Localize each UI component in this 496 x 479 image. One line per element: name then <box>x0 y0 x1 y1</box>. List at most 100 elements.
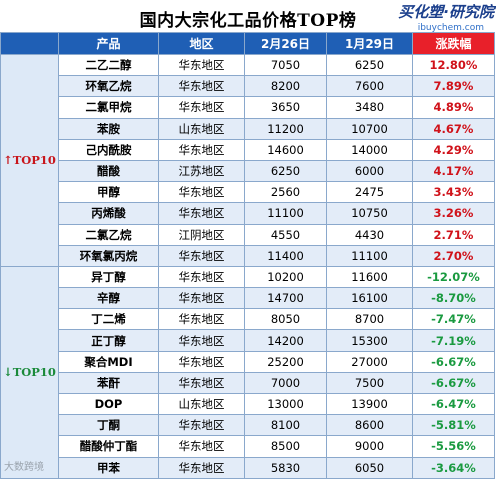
change-cell: -7.47% <box>412 308 495 331</box>
change-cell: -12.07% <box>412 265 495 289</box>
price-feb26-cell: 11200 <box>244 117 327 140</box>
price-jan29-cell: 8600 <box>326 414 413 437</box>
arrow-up-icon: ↑ <box>3 153 13 168</box>
region-cell: 江阴地区 <box>158 223 245 246</box>
group-label-top-gainers: ↑TOP10 <box>0 54 59 267</box>
product-cell: DOP <box>58 392 159 416</box>
group-label-top-losers: ↓TOP10 <box>0 265 59 479</box>
change-cell: 4.89% <box>412 96 495 119</box>
table-row: 丙烯酸 华东地区 11100 10750 3.26% <box>1 202 495 225</box>
change-cell: -6.67% <box>412 371 495 395</box>
brand-logo: 买化塑·研究院 ibuychem.com <box>394 2 494 38</box>
product-cell: 环氧氯丙烷 <box>58 244 159 267</box>
table-row: DOP 山东地区 13000 13900 -6.47% <box>1 392 495 416</box>
change-cell: 2.70% <box>412 244 495 267</box>
group-label-text: TOP10 <box>12 153 56 168</box>
logo-main-text: 买化塑·研究院 <box>398 3 494 21</box>
price-feb26-cell: 10200 <box>244 265 327 289</box>
price-jan29-cell: 10750 <box>326 202 413 225</box>
region-cell: 华东地区 <box>158 265 245 289</box>
table-header-row: 产品 地区 2月26日 1月29日 涨跌幅 <box>0 32 495 55</box>
price-jan29-cell: 7500 <box>326 371 413 395</box>
region-cell: 华东地区 <box>158 53 245 77</box>
change-cell: -8.70% <box>412 287 495 310</box>
change-cell: 3.26% <box>412 202 495 225</box>
price-feb26-cell: 14600 <box>244 138 327 161</box>
price-jan29-cell: 10700 <box>326 117 413 140</box>
price-jan29-cell: 13900 <box>326 392 413 416</box>
product-cell: 苯胺 <box>58 117 159 140</box>
change-cell: -3.64% <box>412 456 495 479</box>
price-jan29-cell: 27000 <box>326 350 413 373</box>
table-row: 正丁醇 华东地区 14200 15300 -7.19% <box>1 329 495 352</box>
price-feb26-cell: 13000 <box>244 392 327 416</box>
change-cell: 12.80% <box>412 53 495 77</box>
table-row: 甲醇 华东地区 2560 2475 3.43% <box>1 181 495 204</box>
change-cell: -5.81% <box>412 414 495 437</box>
product-cell: 异丁醇 <box>58 265 159 289</box>
table-row: 甲苯 华东地区 5830 6050 -3.64% <box>1 456 495 479</box>
price-jan29-cell: 9000 <box>326 435 413 458</box>
table-row: 二氯乙烷 江阴地区 4550 4430 2.71% <box>1 223 495 246</box>
region-cell: 华东地区 <box>158 96 245 119</box>
price-feb26-cell: 14700 <box>244 287 327 310</box>
table-row: 聚合MDI 华东地区 25200 27000 -6.67% <box>1 350 495 373</box>
region-cell: 华东地区 <box>158 435 245 458</box>
region-cell: 江苏地区 <box>158 159 245 183</box>
change-cell: -6.47% <box>412 392 495 416</box>
region-cell: 华东地区 <box>158 414 245 437</box>
price-jan29-cell: 6250 <box>326 53 413 77</box>
product-cell: 醋酸 <box>58 159 159 183</box>
price-jan29-cell: 8700 <box>326 308 413 331</box>
product-cell: 丙烯酸 <box>58 202 159 225</box>
region-cell: 华东地区 <box>158 75 245 98</box>
product-cell: 环氧乙烷 <box>58 75 159 98</box>
product-cell: 苯酐 <box>58 371 159 395</box>
table-row: 环氧乙烷 华东地区 8200 7600 7.89% <box>1 75 495 98</box>
price-feb26-cell: 5830 <box>244 456 327 479</box>
header-product: 产品 <box>58 32 159 55</box>
group-label-text: TOP10 <box>12 365 56 380</box>
table-row: 辛醇 华东地区 14700 16100 -8.70% <box>1 287 495 310</box>
change-cell: -7.19% <box>412 329 495 352</box>
table-row: 环氧氯丙烷 华东地区 11400 11100 2.70% <box>1 244 495 267</box>
logo-sub-text: ibuychem.com <box>417 23 484 33</box>
price-table: 产品 地区 2月26日 1月29日 涨跌幅 ↑TOP10 二乙二醇 华东地区 7050… <box>0 32 495 479</box>
header-change: 涨跌幅 <box>412 32 495 55</box>
table-row: 醋酸 江苏地区 6250 6000 4.17% <box>1 159 495 183</box>
price-feb26-cell: 6250 <box>244 159 327 183</box>
header-blank <box>0 32 59 55</box>
table-row: 二氯甲烷 华东地区 3650 3480 4.89% <box>1 96 495 119</box>
price-jan29-cell: 7600 <box>326 75 413 98</box>
table-row: ↑TOP10 二乙二醇 华东地区 7050 6250 12.80% <box>0 53 495 267</box>
region-cell: 山东地区 <box>158 392 245 416</box>
product-cell: 聚合MDI <box>58 350 159 373</box>
region-cell: 华东地区 <box>158 202 245 225</box>
price-jan29-cell: 11100 <box>326 244 413 267</box>
table-row: 丁二烯 华东地区 8050 8700 -7.47% <box>1 308 495 331</box>
product-cell: 正丁醇 <box>58 329 159 352</box>
product-cell: 己内酰胺 <box>58 138 159 161</box>
product-cell: 辛醇 <box>58 287 159 310</box>
product-cell: 醋酸仲丁酯 <box>58 435 159 458</box>
price-jan29-cell: 6000 <box>326 159 413 183</box>
table-row: 苯酐 华东地区 7000 7500 -6.67% <box>1 371 495 395</box>
region-cell: 华东地区 <box>158 308 245 331</box>
table-row: 己内酰胺 华东地区 14600 14000 4.29% <box>1 138 495 161</box>
change-cell: 2.71% <box>412 223 495 246</box>
price-feb26-cell: 25200 <box>244 350 327 373</box>
watermark: 大数跨境 <box>4 462 44 473</box>
table-row: ↓TOP10 异丁醇 华东地区 10200 11600 -12.07% <box>0 265 495 479</box>
price-jan29-cell: 15300 <box>326 329 413 352</box>
price-feb26-cell: 11100 <box>244 202 327 225</box>
table-row: 丁酮 华东地区 8100 8600 -5.81% <box>1 414 495 437</box>
change-cell: 4.29% <box>412 138 495 161</box>
region-cell: 华东地区 <box>158 287 245 310</box>
price-feb26-cell: 14200 <box>244 329 327 352</box>
region-cell: 华东地区 <box>158 138 245 161</box>
price-jan29-cell: 3480 <box>326 96 413 119</box>
change-cell: 4.17% <box>412 159 495 183</box>
price-feb26-cell: 8200 <box>244 75 327 98</box>
header-region: 地区 <box>158 32 245 55</box>
price-jan29-cell: 4430 <box>326 223 413 246</box>
